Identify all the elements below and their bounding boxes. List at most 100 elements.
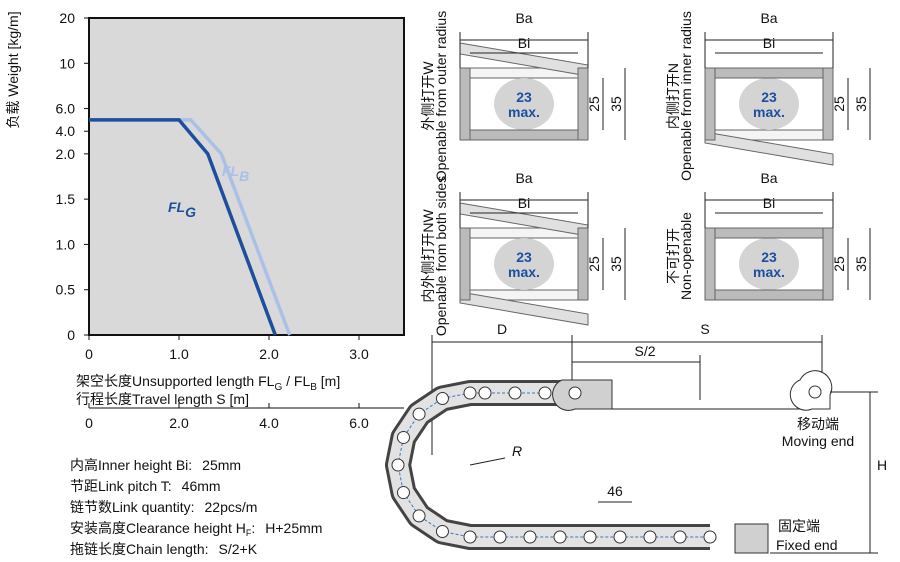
x2-tick-label: 2.0 (169, 415, 189, 431)
x-axis-label-sub: G (274, 382, 282, 393)
chain-center (397, 392, 710, 538)
bar (704, 289, 834, 301)
spec-label: 内高Inner height Bi: (70, 457, 192, 473)
spec-value: S/2+K (219, 541, 258, 557)
dim-ba: Ba (760, 170, 777, 186)
bar (459, 129, 589, 141)
capacity-mark (494, 78, 554, 130)
dim-bi: Bi (763, 35, 775, 51)
pin (412, 509, 426, 523)
spec-tail: : (251, 520, 255, 536)
panel-label-en: Openable from both sides (433, 176, 449, 336)
pin (493, 530, 507, 544)
spec-row: 内高Inner height Bi: 25mm (70, 457, 241, 473)
side (459, 67, 471, 141)
panel-label-cn: 内侧打开N (665, 63, 681, 129)
fixed-cn: 固定端 (778, 518, 820, 534)
capacity: 23 (761, 89, 777, 105)
x2-axis-label: 行程长度Travel length S [m] (76, 391, 249, 407)
x-axis-label-part: 架空长度Unsupported length FL (76, 373, 275, 389)
dim-25: 25 (831, 96, 847, 112)
capacity-mark (739, 238, 799, 290)
dim-half-s: S/2 (634, 343, 655, 359)
y-tick-label: 10 (59, 55, 75, 71)
dim-h: H (877, 457, 887, 473)
spec-sub: F (246, 528, 252, 538)
dim-35: 35 (608, 256, 624, 272)
x-tick-label: 0 (85, 346, 93, 362)
capacity-unit: max. (508, 264, 540, 280)
panel-label-en: Openable from inner radius (678, 11, 694, 181)
series-label-sub: B (239, 168, 249, 184)
spec-value: H+25mm (265, 520, 322, 536)
fixed-en: Fixed end (776, 537, 837, 553)
side (704, 227, 716, 301)
dim-25: 25 (586, 256, 602, 272)
moving-en: Moving end (782, 433, 854, 449)
series-label-sub: G (185, 204, 196, 220)
pin (463, 530, 477, 544)
x-axis-label-part: / FL (282, 373, 310, 389)
pin (553, 530, 567, 544)
pin (463, 386, 477, 400)
dim-pitch: 46 (607, 483, 623, 499)
y-tick-label: 0 (67, 327, 75, 343)
pin (538, 386, 552, 400)
plot-area (88, 17, 405, 336)
fixed-end (734, 523, 769, 554)
pin (583, 530, 597, 544)
y-tick-label: 0.5 (56, 282, 76, 298)
x-tick-label: 3.0 (349, 346, 369, 362)
side (704, 67, 716, 141)
capacity: 23 (516, 249, 532, 265)
side (822, 67, 834, 141)
side (459, 227, 471, 301)
dim-d: D (497, 321, 507, 337)
series-line (89, 118, 277, 336)
spec-label: 节距Link pitch T: (70, 478, 172, 494)
panel-label-en: Openable from outer radius (433, 11, 449, 181)
series-label: FLB (222, 163, 249, 184)
y-tick-label: 6.0 (56, 101, 76, 117)
x-axis-label-part: [m] (317, 373, 340, 389)
x2-tick-label: 0 (85, 415, 93, 431)
side (822, 227, 834, 301)
x-axis-label: 架空长度Unsupported length FLG / FLB [m] (76, 373, 340, 393)
dim-ba: Ba (515, 170, 532, 186)
dim-25: 25 (586, 96, 602, 112)
dim-35: 35 (853, 256, 869, 272)
pin (643, 530, 657, 544)
dim-ba: Ba (515, 10, 532, 26)
series-label-name: FL (168, 199, 185, 215)
x-axis-label-sub: B (310, 382, 317, 393)
spec-value: 46mm (182, 478, 221, 494)
spec-value: 25mm (202, 457, 241, 473)
chain-body (385, 380, 710, 550)
pin (435, 391, 449, 405)
pin (523, 530, 537, 544)
spec-row: 拖链长度Chain length: S/2+K (70, 541, 258, 557)
pin (808, 385, 822, 399)
panel-label-cn: 外侧打开W (420, 61, 436, 131)
spec-value: 22pcs/m (205, 499, 258, 515)
x2-tick-label: 4.0 (259, 415, 279, 431)
dim-s: S (700, 321, 709, 337)
dim-bi: Bi (763, 195, 775, 211)
moving-cn: 移动端 (797, 416, 839, 432)
y-tick-label: 1.5 (56, 191, 76, 207)
pin (508, 386, 522, 400)
capacity-unit: max. (753, 264, 785, 280)
spec-row: 安装高度Clearance height HF: H+25mm (70, 520, 322, 538)
pin (478, 386, 492, 400)
capacity: 23 (761, 249, 777, 265)
y-tick-label: 1.0 (56, 236, 76, 252)
pin (396, 486, 410, 500)
spec-label: 安装高度Clearance height H (70, 520, 246, 536)
panel-label-cn: 内外侧打开NW (420, 209, 436, 303)
y-tick-label: 4.0 (56, 123, 76, 139)
y-tick-label: 2.0 (56, 146, 76, 162)
spec-label: 拖链长度Chain length: (70, 541, 209, 557)
pin (396, 430, 410, 444)
dim-35: 35 (608, 96, 624, 112)
